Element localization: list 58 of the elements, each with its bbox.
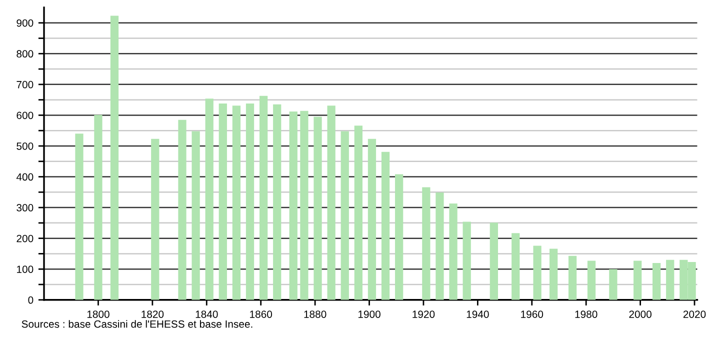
- bar: [490, 222, 498, 300]
- bar: [395, 174, 404, 300]
- bar: [192, 131, 200, 300]
- x-tick-label: 2020: [683, 310, 706, 318]
- bar: [550, 248, 558, 300]
- bar: [609, 269, 618, 300]
- x-tick-label: 1900: [358, 310, 380, 318]
- bar: [314, 116, 322, 300]
- y-tick-label: 100: [17, 266, 34, 273]
- bar: [327, 106, 336, 300]
- bar: [652, 262, 661, 300]
- bar: [512, 233, 520, 300]
- x-tick-label: 1940: [466, 310, 489, 318]
- bar: [634, 260, 642, 300]
- bar: [300, 110, 308, 300]
- bar: [368, 138, 376, 300]
- bar: [75, 134, 84, 300]
- y-tick-label: 200: [16, 234, 34, 242]
- y-tick-label: 500: [16, 142, 34, 150]
- bar: [259, 96, 268, 300]
- bar: [340, 131, 349, 300]
- bar: [449, 204, 458, 300]
- bar: [422, 187, 430, 300]
- bar: [218, 104, 227, 300]
- x-tick-label: 1800: [87, 310, 110, 318]
- y-tick-label: 800: [16, 50, 34, 58]
- x-tick-label: 1980: [575, 310, 598, 318]
- bar: [533, 246, 542, 300]
- bar: [289, 112, 298, 300]
- x-tick-label: 1820: [142, 310, 164, 318]
- y-tick-label: 0: [28, 296, 34, 304]
- bar: [462, 222, 471, 300]
- source-note: Sources : base Cassini de l'EHESS et base Insee.: [22, 320, 252, 328]
- x-tick-label: 1920: [412, 310, 435, 318]
- y-tick-label: 400: [16, 173, 34, 181]
- bar: [568, 256, 577, 300]
- x-tick-label: 2000: [629, 310, 652, 318]
- bar: [178, 120, 186, 300]
- x-tick-label: 1960: [521, 310, 544, 318]
- x-tick-label: 1880: [304, 310, 326, 318]
- bar: [246, 104, 254, 300]
- bar: [110, 16, 119, 300]
- bar: [587, 260, 596, 300]
- y-tick-label: 600: [16, 112, 34, 120]
- x-tick-label: 1860: [250, 310, 272, 318]
- bar: [273, 104, 282, 300]
- bar: [381, 152, 390, 300]
- x-tick-label: 1840: [196, 310, 218, 318]
- bar: [436, 192, 444, 300]
- bar: [354, 126, 362, 300]
- y-tick-label: 700: [16, 80, 34, 88]
- y-tick-label: 300: [16, 204, 34, 212]
- bar: [94, 114, 102, 300]
- y-tick-label: 900: [16, 19, 34, 27]
- bar: [666, 260, 674, 300]
- bar: [232, 106, 241, 300]
- bar: [205, 98, 214, 300]
- bar: [151, 138, 160, 300]
